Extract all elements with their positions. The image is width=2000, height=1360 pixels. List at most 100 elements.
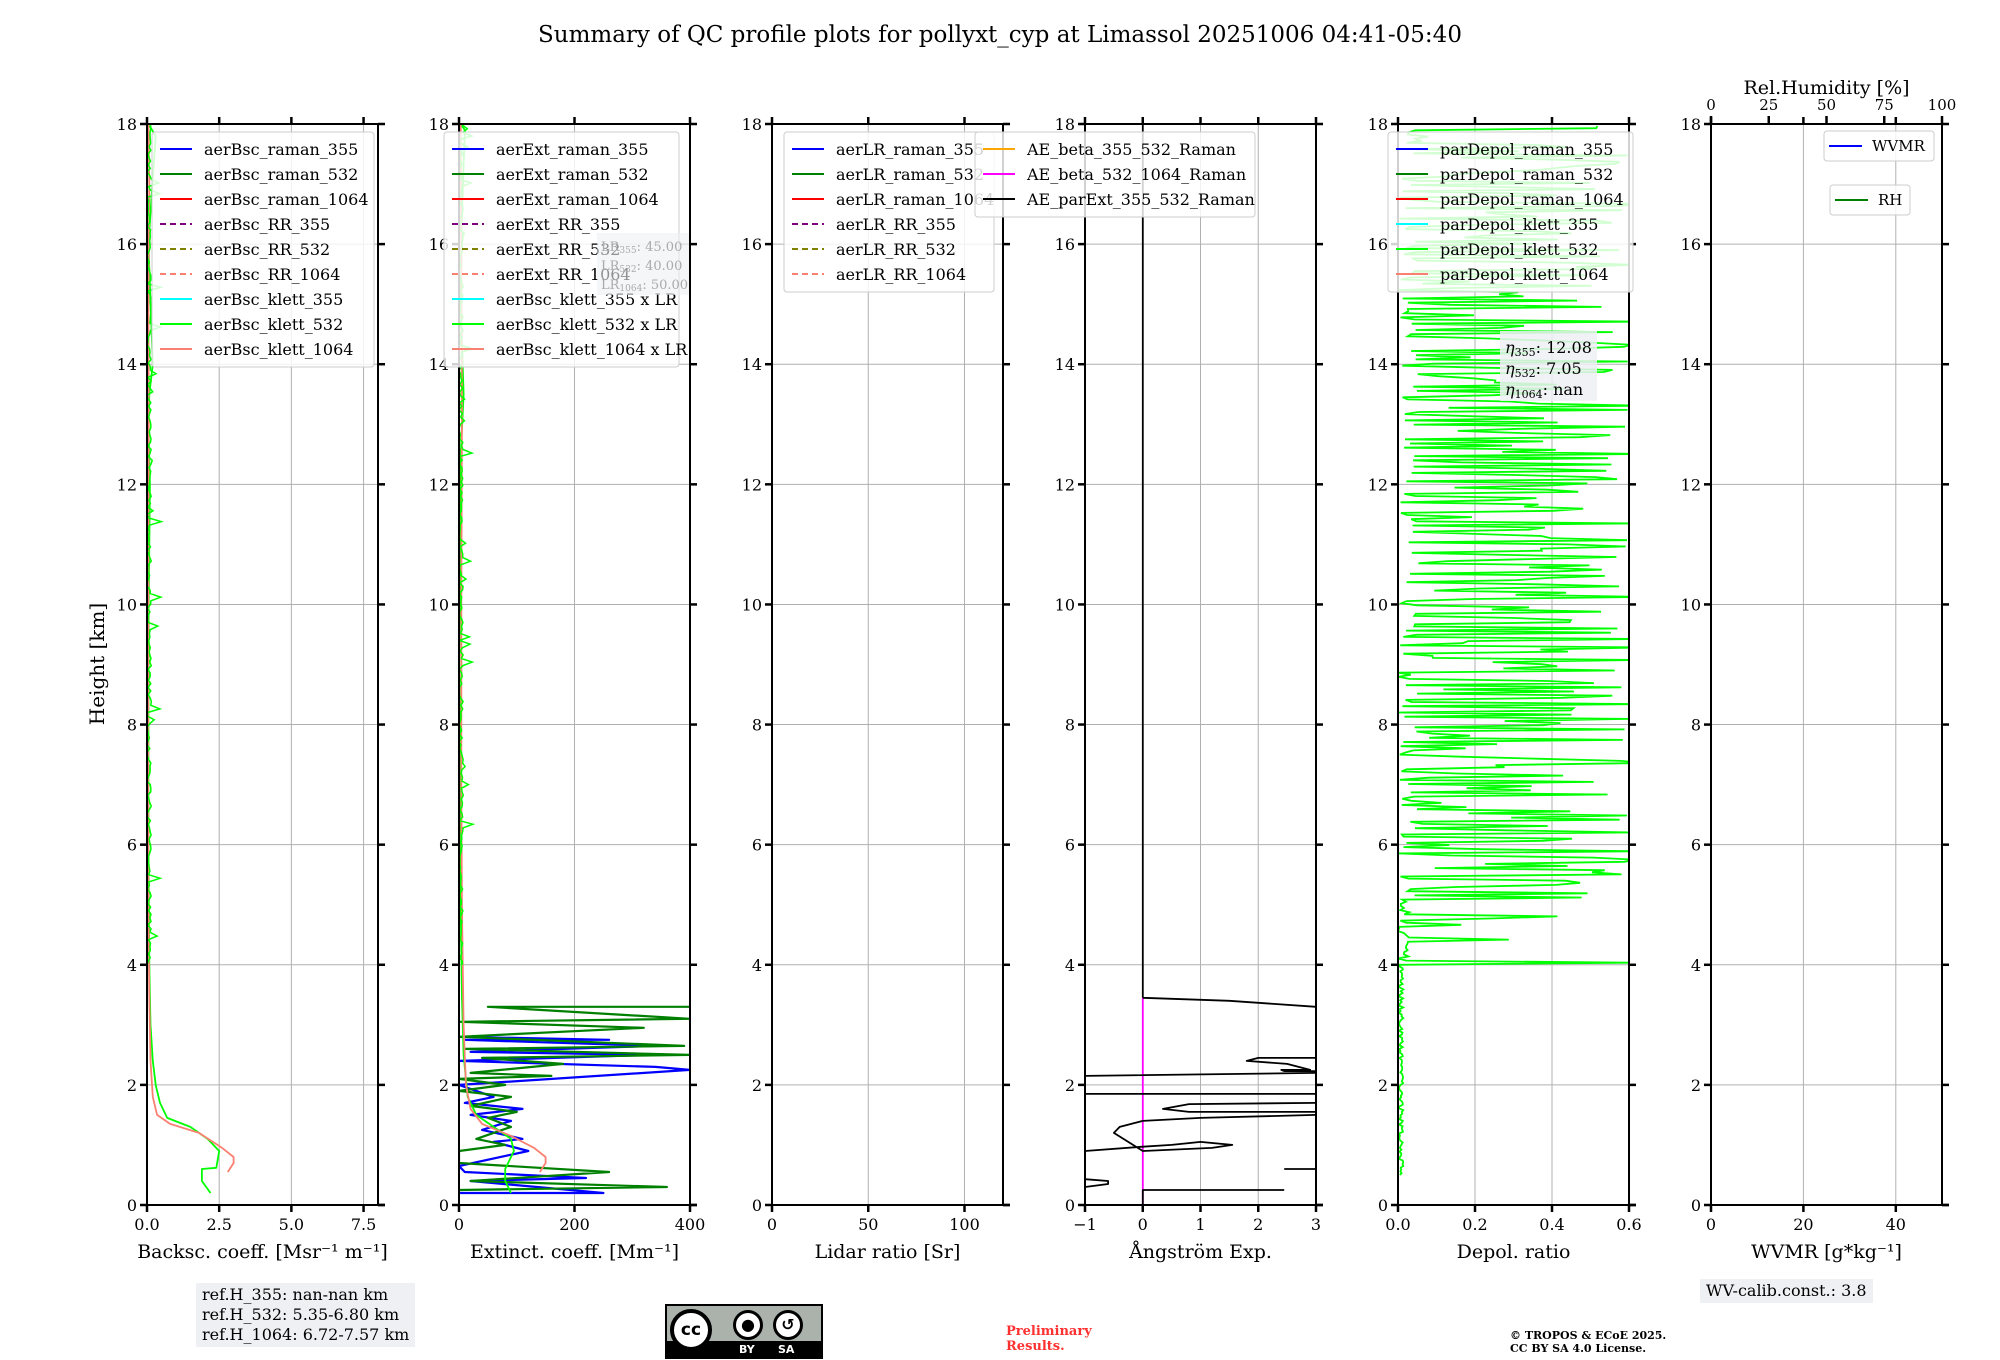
xtick-label: 0	[454, 1215, 464, 1234]
copyright-note: © TROPOS & ECoE 2025. CC BY SA 4.0 Licen…	[1510, 1329, 1666, 1355]
legend-label: AE_beta_355_532_Raman	[1026, 140, 1236, 159]
wv-calib-text: WV-calib.const.: 3.8	[1706, 1281, 1867, 1300]
ytick-label: 12	[1368, 475, 1388, 494]
xtick-label: 0.2	[1462, 1215, 1487, 1234]
ytick-label: 6	[127, 836, 137, 855]
legend-label: aerBsc_klett_1064	[204, 340, 353, 359]
ytick-label: 4	[1378, 956, 1388, 975]
cc-by-label: BY	[739, 1343, 755, 1356]
axes-frame	[146, 123, 379, 1206]
xtick-label: 1	[1195, 1215, 1205, 1234]
lr-annotation-line: LR532: 40.00	[601, 259, 682, 275]
ytick-label: 6	[1378, 836, 1388, 855]
ytick-label: 2	[1378, 1076, 1388, 1095]
ytick-label: 10	[1368, 595, 1388, 614]
cc-sa-label: SA	[778, 1343, 795, 1356]
xtick-label: 7.5	[351, 1215, 376, 1234]
series-aerExt_raman_532	[459, 1005, 690, 1192]
xtick-label: 200	[559, 1215, 590, 1234]
legend-label: aerLR_raman_1064	[836, 190, 994, 209]
ytick-label: 14	[1368, 355, 1388, 374]
ytick-label: 8	[1691, 716, 1701, 735]
legend-label: aerLR_RR_1064	[836, 265, 966, 284]
axes-frame	[1710, 123, 1943, 1206]
legend-label: parDepol_raman_355	[1440, 140, 1613, 159]
legend-label: parDepol_klett_1064	[1440, 265, 1609, 284]
legend-label: aerBsc_klett_1064 x LR	[496, 340, 688, 359]
legend-label: aerLR_RR_355	[836, 215, 956, 234]
legend-box	[974, 131, 1256, 218]
ytick-label: 18	[1368, 115, 1388, 134]
ytick-label: 10	[429, 595, 449, 614]
legend-label: aerExt_RR_1064	[496, 265, 631, 284]
axes-frame	[771, 123, 1004, 1206]
series-AE_parExt_355_532_Raman	[1085, 124, 1316, 1205]
reference-height-box: ref.H_355: nan-nan km ref.H_532: 5.35-6.…	[196, 1283, 416, 1347]
attribution-person-icon: ●	[733, 1310, 763, 1340]
panel-bsc: 0 2 4 6 8 10 12 14 16 18 0.0 2.5 5.0 7.5 Backsc. coeff…	[117, 115, 388, 1263]
ytick-label: 8	[1065, 716, 1075, 735]
xtick-label: 40	[1886, 1215, 1906, 1234]
ytick-label: 0	[127, 1196, 137, 1215]
ytick-label: 14	[742, 355, 762, 374]
ytick-label: 18	[429, 115, 449, 134]
x2tick-label: 0	[1706, 96, 1716, 114]
legend-label: AE_parExt_355_532_Raman	[1026, 190, 1255, 209]
xtick-label: 3	[1311, 1215, 1321, 1234]
ytick-label: 14	[117, 355, 137, 374]
axes-frame	[1397, 123, 1630, 1206]
ytick-label: 10	[742, 595, 762, 614]
xtick-label: 2.5	[206, 1215, 231, 1234]
legend-label: parDepol_klett_532	[1440, 240, 1598, 259]
legend-label: parDepol_klett_355	[1440, 215, 1598, 234]
legend-label: WVMR	[1872, 137, 1926, 155]
eta-annotation-line: η355: 12.08	[1505, 338, 1592, 359]
legend-label: aerBsc_raman_532	[204, 165, 358, 184]
x-axis-label: WVMR [g*kg⁻¹]	[1751, 1241, 1902, 1263]
cc-by-sa-badge: cc ● ↺ BY SA	[665, 1304, 823, 1359]
xtick-label: 50	[858, 1215, 878, 1234]
legend-label: aerBsc_RR_355	[204, 215, 330, 234]
legend-label: aerBsc_klett_355	[204, 290, 343, 309]
ytick-label: 6	[752, 836, 762, 855]
ytick-label: 2	[439, 1076, 449, 1095]
lr-annotation-line: LR355: 45.00	[601, 240, 682, 256]
ytick-label: 6	[439, 836, 449, 855]
xtick-label: 0	[1138, 1215, 1148, 1234]
xtick-label: 2	[1253, 1215, 1263, 1234]
ytick-label: 12	[117, 475, 137, 494]
copyright-line-2: CC BY SA 4.0 License.	[1510, 1342, 1647, 1355]
legend-label: aerExt_RR_355	[496, 215, 620, 234]
legend-label: parDepol_raman_532	[1440, 165, 1613, 184]
ytick-label: 2	[1065, 1076, 1075, 1095]
legend-label: aerLR_raman_532	[836, 165, 984, 184]
ytick-label: 10	[1681, 595, 1701, 614]
xtick-label: −1	[1073, 1215, 1097, 1234]
panel-lr: 0 2 4 6 8 10 12 14 16 18 0 50 100 Lidar ratio [Sr] aer…	[742, 115, 1010, 1263]
ytick-label: 8	[127, 716, 137, 735]
cc-logo-icon: cc	[670, 1309, 712, 1351]
x2tick-label: 50	[1817, 96, 1836, 114]
eta-annotation-box	[1500, 331, 1597, 401]
x2tick-label: 25	[1759, 96, 1778, 114]
legend-label: aerBsc_RR_532	[204, 240, 330, 259]
share-alike-icon: ↺	[773, 1310, 803, 1340]
ytick-label: 18	[1681, 115, 1701, 134]
x2-axis-label: Rel.Humidity [%]	[1743, 77, 1909, 99]
legend-box	[1829, 184, 1911, 216]
wv-calib-box: WV-calib.const.: 3.8	[1700, 1279, 1873, 1303]
ytick-label: 16	[1055, 235, 1075, 254]
preliminary-line-2: Results.	[1006, 1339, 1065, 1354]
legend-label: aerBsc_raman_355	[204, 140, 358, 159]
ytick-label: 0	[752, 1196, 762, 1215]
xtick-label: 0	[767, 1215, 777, 1234]
ytick-label: 2	[127, 1076, 137, 1095]
panel-wv: 0 2 4 6 8 10 12 14 16 18 0 20 40 WVMR [g*kg⁻¹] 0 25 50 75…	[1681, 77, 1957, 1263]
plot-area	[1085, 124, 1316, 1205]
ytick-label: 0	[439, 1196, 449, 1215]
xtick-label: 100	[949, 1215, 980, 1234]
ytick-label: 18	[117, 115, 137, 134]
ytick-label: 10	[1055, 595, 1075, 614]
